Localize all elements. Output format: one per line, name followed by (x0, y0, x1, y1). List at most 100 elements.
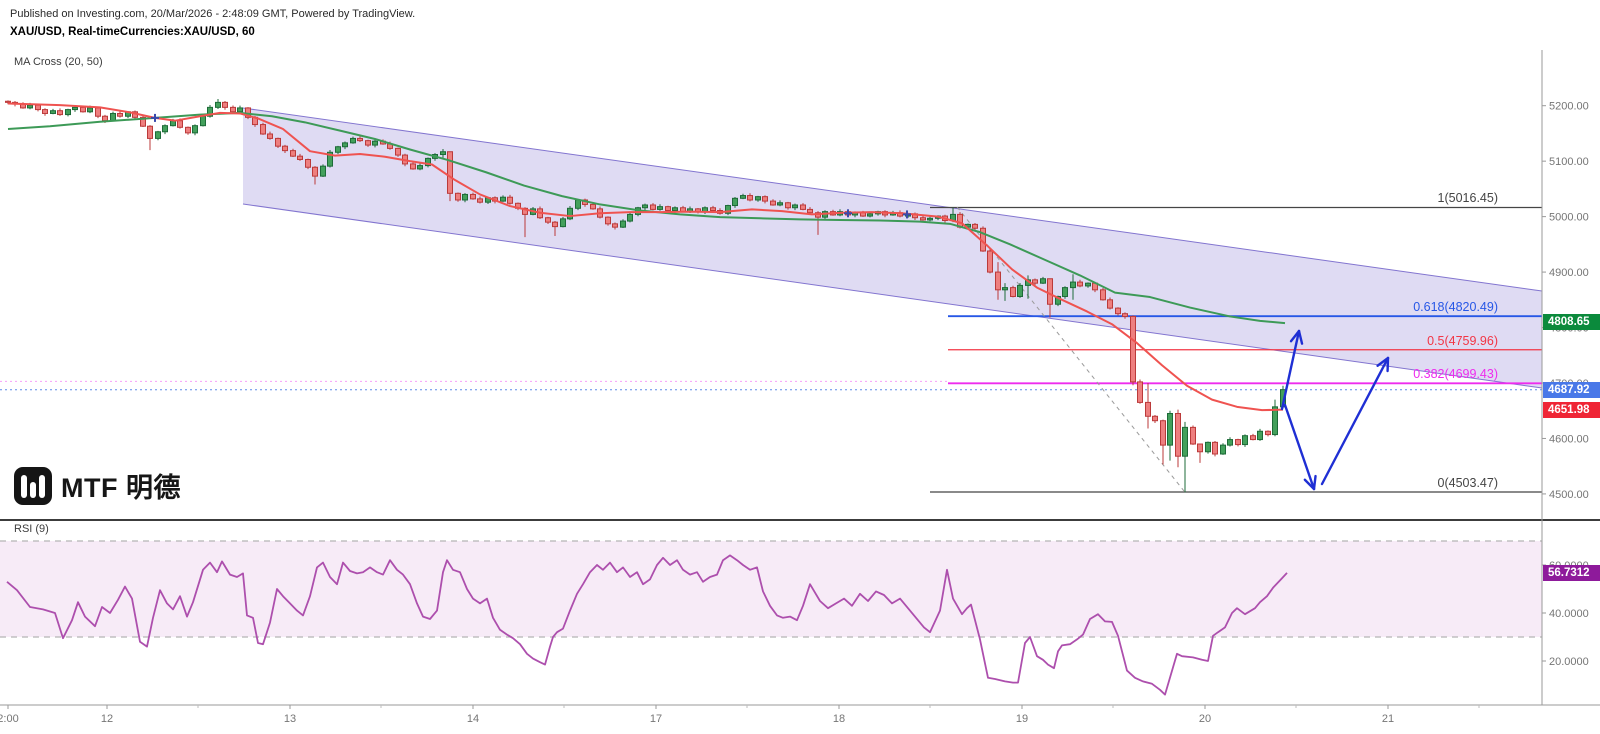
candle-body (200, 115, 206, 127)
candle-body (785, 202, 791, 209)
mtf-logo-text: MTF 明德 (61, 473, 181, 503)
candle-body (567, 207, 573, 220)
candle-body (425, 157, 431, 167)
candle-body (95, 107, 101, 117)
candle-body (327, 151, 333, 167)
candle-body (612, 223, 618, 228)
candle-body (65, 109, 71, 116)
candle-body (110, 112, 116, 122)
candle-body (470, 193, 476, 200)
candle-body (1032, 279, 1038, 284)
candle-body (177, 120, 183, 128)
candle-body (867, 213, 873, 217)
price-tick-label: 5100.00 (1549, 156, 1589, 168)
candle-body (1175, 413, 1181, 457)
candle-body (1265, 430, 1271, 436)
candle-body (237, 107, 243, 113)
candle-body (320, 165, 326, 177)
rsi-value-badge: 56.7312 (1543, 565, 1600, 581)
mtf-logo-icon (14, 466, 52, 505)
ma20-line (7, 102, 1284, 412)
candle-body (995, 271, 1001, 291)
candle-body (335, 146, 341, 153)
candle-body (987, 250, 993, 273)
candle-body (1062, 287, 1068, 297)
projection-arrow (1283, 403, 1316, 491)
candle-body (350, 137, 356, 144)
candle-body (87, 107, 93, 113)
time-tick-label: 13 (284, 713, 296, 725)
candle-body (1272, 406, 1278, 436)
candle-body (500, 196, 506, 202)
time-tick-label: 17 (650, 713, 662, 725)
candle-body (1085, 282, 1091, 287)
candle-body (1137, 381, 1143, 403)
candle-body (507, 196, 513, 204)
ma-cross-indicator-label[interactable]: MA Cross (20, 50) (14, 56, 103, 68)
fib-level-382-label: 0.382(4699.43) (1413, 367, 1498, 381)
candle-body (1227, 439, 1233, 446)
channel-bottom-edge (242, 203, 1543, 389)
candle-body (290, 150, 296, 157)
regression-channel (243, 108, 1542, 388)
channel-top-edge (242, 107, 1543, 292)
mtf-logo: MTF 明德 (14, 466, 181, 505)
candle-body (215, 101, 221, 108)
candle-body (1122, 313, 1128, 317)
fib-level-618-label: 0.618(4820.49) (1413, 300, 1498, 314)
candle-body (605, 216, 611, 225)
candle-body (50, 110, 56, 114)
candle-body (650, 204, 656, 210)
time-tick-label: 14 (467, 713, 479, 725)
candle-body (410, 163, 416, 170)
projection-arrow (1280, 329, 1301, 411)
ma50-price-badge: 4808.65 (1543, 314, 1600, 330)
candle-body (462, 193, 468, 201)
candle-body (1212, 441, 1218, 455)
last-price-badge: 4687.92 (1543, 382, 1600, 398)
candle-body (657, 206, 663, 210)
candle-body (1160, 420, 1166, 446)
rsi-band (0, 541, 1542, 637)
candle-body (162, 125, 168, 133)
candle-body (732, 197, 738, 207)
fib-level-05-label: 0.5(4759.96) (1427, 334, 1498, 348)
candle-body (792, 204, 798, 209)
candle-body (57, 110, 63, 116)
fib-level-1-label: 1(5016.45) (1437, 191, 1498, 205)
candle-body (342, 142, 348, 148)
candle-body (1242, 435, 1248, 446)
candle-body (1205, 441, 1211, 453)
time-tick-label: 12 (101, 713, 113, 725)
candle-body (627, 213, 633, 222)
symbol-title: XAU/USD, Real-timeCurrencies:XAU/USD, 60 (10, 26, 255, 38)
projection-arrow (1320, 356, 1390, 486)
candle-body (305, 158, 311, 168)
price-tick-label: 5200.00 (1549, 101, 1589, 113)
candle-body (1115, 307, 1121, 315)
candle-body (1055, 295, 1061, 305)
candle-body (312, 166, 318, 177)
candle-body (620, 220, 626, 228)
rsi-tick-label: 20.0000 (1549, 656, 1589, 668)
candle-body (672, 207, 678, 212)
candle-body (417, 165, 423, 170)
candle-body (260, 124, 266, 135)
candle-body (710, 207, 716, 212)
candle-body (222, 101, 228, 108)
fib-level-0-label: 0(4503.47) (1437, 476, 1498, 490)
candle-body (117, 112, 123, 117)
projection-arrowhead (1312, 474, 1317, 491)
candle-body (1152, 415, 1158, 422)
candle-body (395, 147, 401, 156)
candle-body (777, 202, 783, 206)
rsi-indicator-label[interactable]: RSI (9) (14, 523, 49, 535)
candle-body (545, 217, 551, 223)
candle-body (560, 218, 566, 228)
candle-body (365, 140, 371, 146)
candle-body (747, 195, 753, 201)
candle-body (1047, 278, 1053, 305)
candle-body (1235, 439, 1241, 446)
